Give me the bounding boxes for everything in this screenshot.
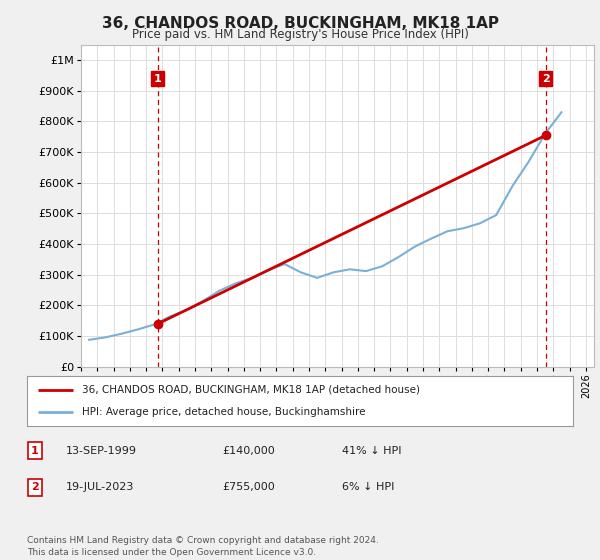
Text: 13-SEP-1999: 13-SEP-1999 — [66, 446, 137, 456]
Text: HPI: Average price, detached house, Buckinghamshire: HPI: Average price, detached house, Buck… — [82, 407, 365, 417]
Text: 2: 2 — [31, 482, 38, 492]
Text: 36, CHANDOS ROAD, BUCKINGHAM, MK18 1AP: 36, CHANDOS ROAD, BUCKINGHAM, MK18 1AP — [101, 16, 499, 31]
Text: £140,000: £140,000 — [222, 446, 275, 456]
Text: 1: 1 — [31, 446, 38, 456]
Text: 19-JUL-2023: 19-JUL-2023 — [66, 482, 134, 492]
Text: £755,000: £755,000 — [222, 482, 275, 492]
Text: 41% ↓ HPI: 41% ↓ HPI — [342, 446, 401, 456]
Text: Price paid vs. HM Land Registry's House Price Index (HPI): Price paid vs. HM Land Registry's House … — [131, 28, 469, 41]
Text: 6% ↓ HPI: 6% ↓ HPI — [342, 482, 394, 492]
Text: 1: 1 — [154, 73, 161, 83]
Text: 36, CHANDOS ROAD, BUCKINGHAM, MK18 1AP (detached house): 36, CHANDOS ROAD, BUCKINGHAM, MK18 1AP (… — [82, 385, 419, 395]
Text: 2: 2 — [542, 73, 550, 83]
Text: Contains HM Land Registry data © Crown copyright and database right 2024.
This d: Contains HM Land Registry data © Crown c… — [27, 536, 379, 557]
